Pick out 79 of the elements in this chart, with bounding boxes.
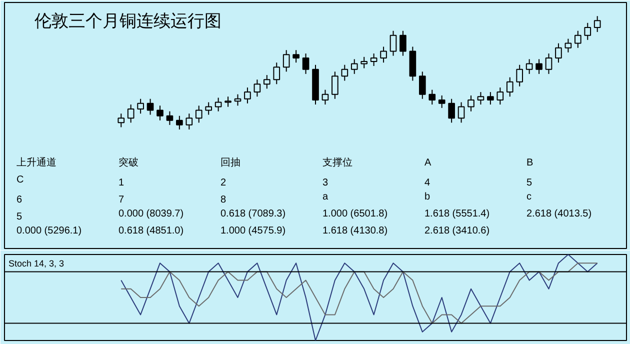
candlestick bbox=[234, 94, 242, 106]
candlestick bbox=[282, 50, 290, 72]
text: c bbox=[526, 192, 532, 202]
candlestick bbox=[263, 74, 270, 90]
candlestick bbox=[545, 53, 552, 74]
text: 7 bbox=[118, 194, 124, 206]
candlestick bbox=[448, 98, 455, 124]
text: 2.618 (4013.5) bbox=[526, 208, 592, 220]
candlestick bbox=[555, 42, 562, 64]
text: A bbox=[424, 158, 432, 168]
chart-title: 伦敦三个月铜连续运行图 bbox=[34, 12, 222, 30]
candlestick bbox=[195, 105, 202, 124]
candlestick bbox=[350, 58, 358, 74]
candlestick bbox=[156, 105, 164, 121]
text: 0.618 (7089.3) bbox=[220, 208, 286, 220]
candlestick bbox=[332, 71, 338, 100]
candlestick bbox=[292, 50, 300, 64]
text: 1 bbox=[118, 178, 124, 188]
candlestick bbox=[166, 110, 174, 126]
text: 支撑位 bbox=[322, 156, 352, 168]
text: 8 bbox=[220, 194, 226, 206]
candlestick bbox=[400, 30, 406, 56]
candlestick bbox=[186, 113, 193, 130]
candlestick bbox=[360, 56, 368, 69]
candlestick bbox=[574, 30, 582, 48]
candlestick bbox=[487, 92, 494, 106]
candlestick bbox=[273, 62, 280, 85]
candlestick bbox=[594, 16, 601, 32]
candlestick bbox=[438, 94, 446, 108]
text: 0.618 (4851.0) bbox=[118, 226, 184, 236]
candlestick bbox=[137, 98, 144, 114]
candlestick bbox=[224, 96, 232, 108]
text: 1.000 (6501.8) bbox=[322, 208, 388, 220]
candlestick bbox=[214, 97, 222, 112]
text: b bbox=[424, 192, 430, 202]
text: 3 bbox=[322, 178, 328, 188]
candlestick bbox=[516, 64, 524, 87]
text: a bbox=[322, 192, 328, 202]
text: 突破 bbox=[118, 156, 138, 168]
candlestick bbox=[506, 76, 514, 98]
candlestick bbox=[477, 92, 484, 106]
candlestick bbox=[322, 89, 329, 106]
text: 0.000 (8039.7) bbox=[118, 208, 184, 220]
candlestick bbox=[244, 87, 251, 104]
text: 1.000 (4575.9) bbox=[220, 226, 286, 236]
candlestick bbox=[458, 102, 465, 124]
text: 5 bbox=[16, 212, 22, 222]
text: 2 bbox=[220, 178, 226, 188]
candlestick bbox=[205, 102, 212, 116]
text: 6 bbox=[16, 194, 22, 206]
text: 4 bbox=[424, 178, 430, 188]
text: 1.618 (4130.8) bbox=[322, 226, 388, 236]
text: 1.618 (5551.4) bbox=[424, 208, 490, 220]
candlestick bbox=[254, 79, 261, 98]
candlestick bbox=[302, 53, 310, 74]
text: B bbox=[526, 158, 534, 168]
candlestick bbox=[468, 94, 474, 112]
text: C bbox=[16, 174, 24, 186]
candlestick bbox=[418, 71, 426, 100]
candlestick bbox=[390, 30, 397, 56]
text: Stoch 14, 3, 3 bbox=[8, 258, 64, 268]
candlestick bbox=[146, 98, 154, 116]
candlestick bbox=[496, 87, 504, 106]
text: 5 bbox=[526, 178, 532, 188]
candlestick bbox=[564, 38, 572, 53]
candlestick bbox=[584, 22, 592, 40]
text: 回抽 bbox=[220, 156, 240, 168]
text: 上升通道 bbox=[16, 156, 56, 168]
candlestick bbox=[127, 104, 134, 124]
text: 2.618 (3410.6) bbox=[424, 226, 490, 236]
candlestick bbox=[118, 113, 125, 128]
candlestick bbox=[526, 58, 533, 74]
candlestick bbox=[428, 89, 436, 106]
candlestick bbox=[176, 115, 183, 130]
candlestick bbox=[536, 58, 542, 74]
candlestick bbox=[341, 64, 348, 82]
text: 0.000 (5296.1) bbox=[16, 226, 82, 236]
candlestick bbox=[370, 53, 378, 66]
candlestick bbox=[380, 46, 387, 64]
